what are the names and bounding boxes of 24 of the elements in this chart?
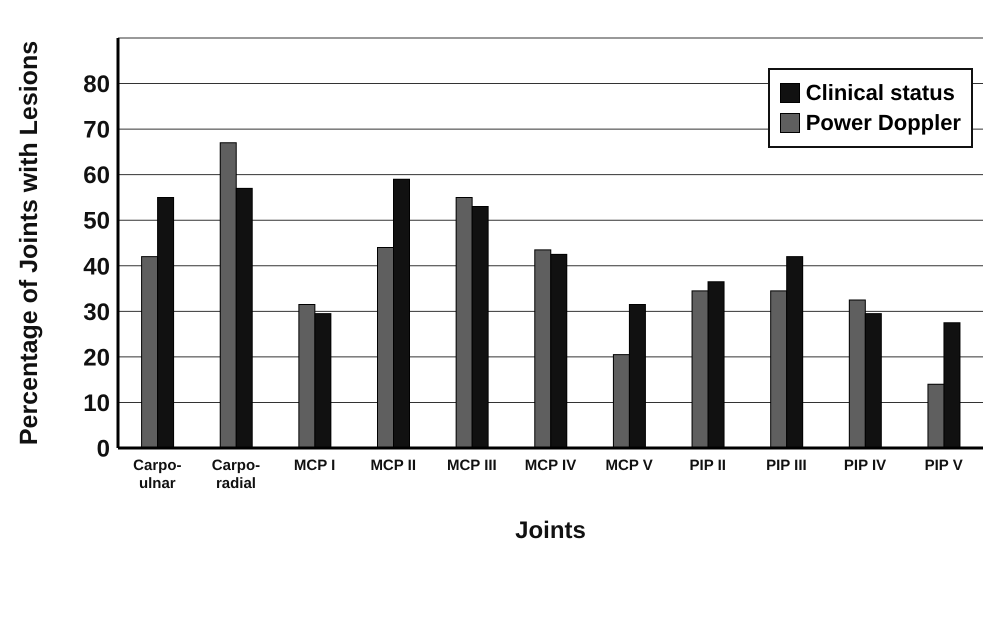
y-tick-label: 0 <box>96 436 110 463</box>
y-tick-label: 20 <box>83 344 110 372</box>
y-tick-label: 50 <box>83 208 110 235</box>
x-tick-label: MCP I <box>294 457 336 474</box>
y-tick-label: 40 <box>83 253 110 280</box>
y-axis-title: Percentage of Joints with Lesions <box>14 40 43 446</box>
x-tick-label: MCP II <box>370 457 416 474</box>
x-tick-label: MCP IV <box>524 457 576 474</box>
y-tick-label: 70 <box>83 116 110 144</box>
x-axis-title: Joints <box>515 517 586 544</box>
x-tick-label: Carpo- ulnar <box>133 457 182 492</box>
x-tick-label: PIP V <box>924 457 963 474</box>
y-tick-label: 60 <box>83 162 110 190</box>
legend-label: Power Doppler <box>806 110 961 136</box>
y-tick-label: 30 <box>83 298 110 326</box>
x-tick-label: MCP III <box>446 457 497 474</box>
x-tick-label: MCP V <box>606 457 653 474</box>
y-tick-label: 80 <box>83 71 110 98</box>
x-tick-label: Carpo- radial <box>212 457 260 492</box>
x-tick-label: PIP II <box>690 457 726 474</box>
legend-label: Clinical status <box>806 80 955 106</box>
x-tick-label: PIP III <box>766 457 807 474</box>
y-tick-label: 10 <box>83 390 110 417</box>
x-tick-label: PIP IV <box>844 457 886 474</box>
